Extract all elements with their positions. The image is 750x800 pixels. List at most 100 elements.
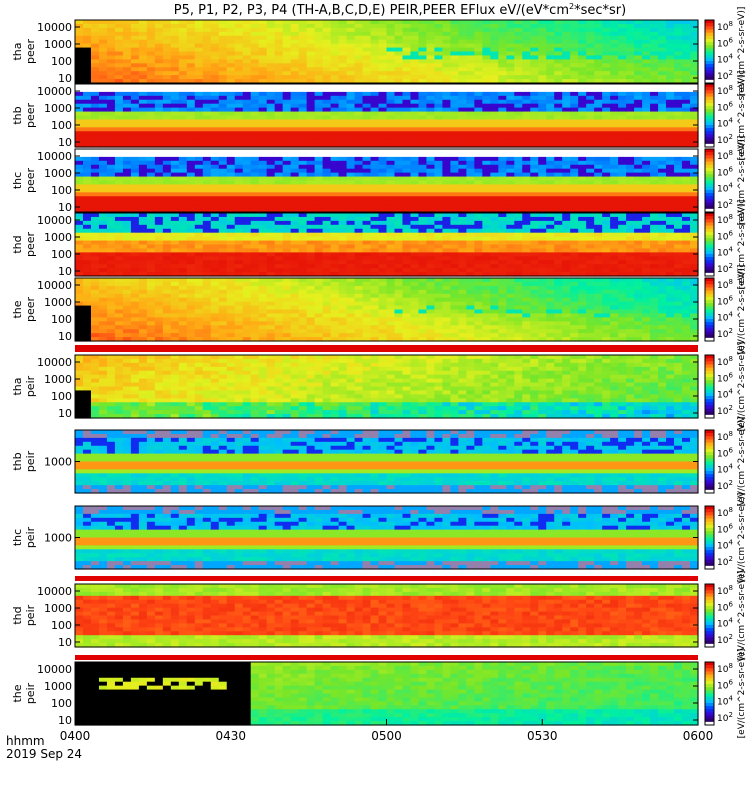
heatmap-cell [274, 268, 284, 273]
heatmap-cell [322, 220, 332, 226]
heatmap-cell [194, 39, 204, 45]
heatmap-cell [626, 23, 635, 29]
heatmap-cell [170, 172, 180, 178]
heatmap-cell [506, 143, 515, 148]
heatmap-cell [570, 31, 579, 37]
heatmap-cell [530, 95, 539, 101]
heatmap-cell [170, 260, 180, 265]
heatmap-cell [618, 84, 627, 89]
heatmap-cell [546, 39, 555, 45]
heatmap-cell [210, 31, 220, 37]
heatmap-cell [122, 123, 132, 128]
heatmap-cell [690, 139, 699, 144]
heatmap-cell [402, 248, 412, 253]
heatmap-cell [338, 55, 348, 60]
heatmap-cell [122, 180, 132, 186]
heatmap-cell [114, 172, 124, 178]
heatmap-cell [138, 256, 148, 261]
heatmap-cell [642, 184, 651, 189]
heatmap-cell [402, 95, 412, 101]
heatmap-cell [114, 192, 124, 197]
colorbar-tick-label: 108 [717, 20, 733, 33]
heatmap-cell [602, 84, 611, 89]
heatmap-cell [106, 192, 116, 197]
heatmap-cell [362, 95, 372, 101]
heatmap-cell [666, 75, 675, 80]
heatmap-cell [258, 127, 268, 132]
heatmap-cell [75, 180, 84, 186]
heatmap-cell [114, 91, 124, 97]
heatmap-cell [258, 208, 268, 213]
heatmap-cell [570, 172, 579, 178]
heatmap-cell [282, 200, 292, 205]
heatmap-cell [666, 84, 675, 89]
heatmap-cell [250, 119, 260, 124]
heatmap-cell [506, 95, 515, 101]
heatmap-cell [506, 216, 515, 222]
heatmap-cell [418, 127, 428, 132]
heatmap-cell [642, 204, 651, 209]
heatmap-cell [186, 164, 196, 170]
heatmap-cell [122, 84, 132, 89]
heatmap-cell [498, 192, 507, 197]
heatmap-cell [562, 91, 571, 97]
heatmap-cell [618, 184, 627, 189]
heatmap-cell [98, 87, 108, 93]
heatmap-cell [546, 131, 555, 136]
heatmap-cell [370, 79, 380, 84]
heatmap-cell [114, 87, 124, 93]
heatmap-cell [266, 67, 276, 72]
heatmap-cell [258, 272, 268, 277]
heatmap-cell [618, 20, 627, 25]
heatmap-cell [186, 139, 196, 144]
heatmap-cell [90, 107, 100, 113]
heatmap-cell [106, 184, 116, 189]
heatmap-cell [530, 47, 539, 53]
heatmap-cell [242, 71, 252, 76]
heatmap-cell [426, 103, 436, 109]
heatmap-cell [274, 55, 284, 60]
colorbar-tick-label: 108 [717, 149, 733, 162]
heatmap-cell [82, 84, 92, 89]
heatmap-cell [322, 204, 332, 209]
heatmap-cell [634, 51, 643, 57]
heatmap-cell [474, 164, 483, 170]
heatmap-cell [482, 35, 491, 41]
heatmap-cell [178, 23, 188, 29]
heatmap-cell [538, 95, 547, 101]
heatmap-cell [474, 131, 483, 136]
heatmap-cell [186, 75, 196, 80]
heatmap-cell [474, 248, 483, 253]
heatmap-cell [450, 135, 459, 140]
heatmap-cell [394, 107, 404, 113]
heatmap-cell [378, 55, 388, 60]
heatmap-cell [162, 260, 172, 265]
heatmap-cell [114, 272, 124, 277]
heatmap-cell [594, 224, 603, 230]
heatmap-cell [394, 43, 404, 49]
heatmap-cell [594, 123, 603, 128]
heatmap-cell [498, 143, 507, 148]
heatmap-cell [450, 55, 459, 60]
heatmap-cell [458, 160, 467, 166]
heatmap-cell [362, 256, 372, 261]
heatmap-cell [410, 39, 420, 45]
heatmap-cell [154, 164, 164, 170]
heatmap-cell [138, 35, 148, 41]
heatmap-cell [594, 59, 603, 64]
heatmap-cell [114, 160, 124, 166]
heatmap-cell [634, 184, 643, 189]
heatmap-cell [394, 115, 404, 121]
heatmap-cell [570, 59, 579, 64]
heatmap-cell [314, 204, 324, 209]
heatmap-cell [498, 79, 507, 84]
heatmap-cell [602, 260, 611, 265]
heatmap-cell [434, 228, 444, 234]
heatmap-cell [290, 180, 300, 186]
heatmap-cell [490, 252, 499, 257]
panel-species-label: peer [24, 103, 37, 129]
heatmap-cell [242, 228, 252, 234]
heatmap-cell [186, 23, 196, 29]
heatmap-cell [306, 200, 316, 205]
heatmap-cell [586, 252, 595, 257]
